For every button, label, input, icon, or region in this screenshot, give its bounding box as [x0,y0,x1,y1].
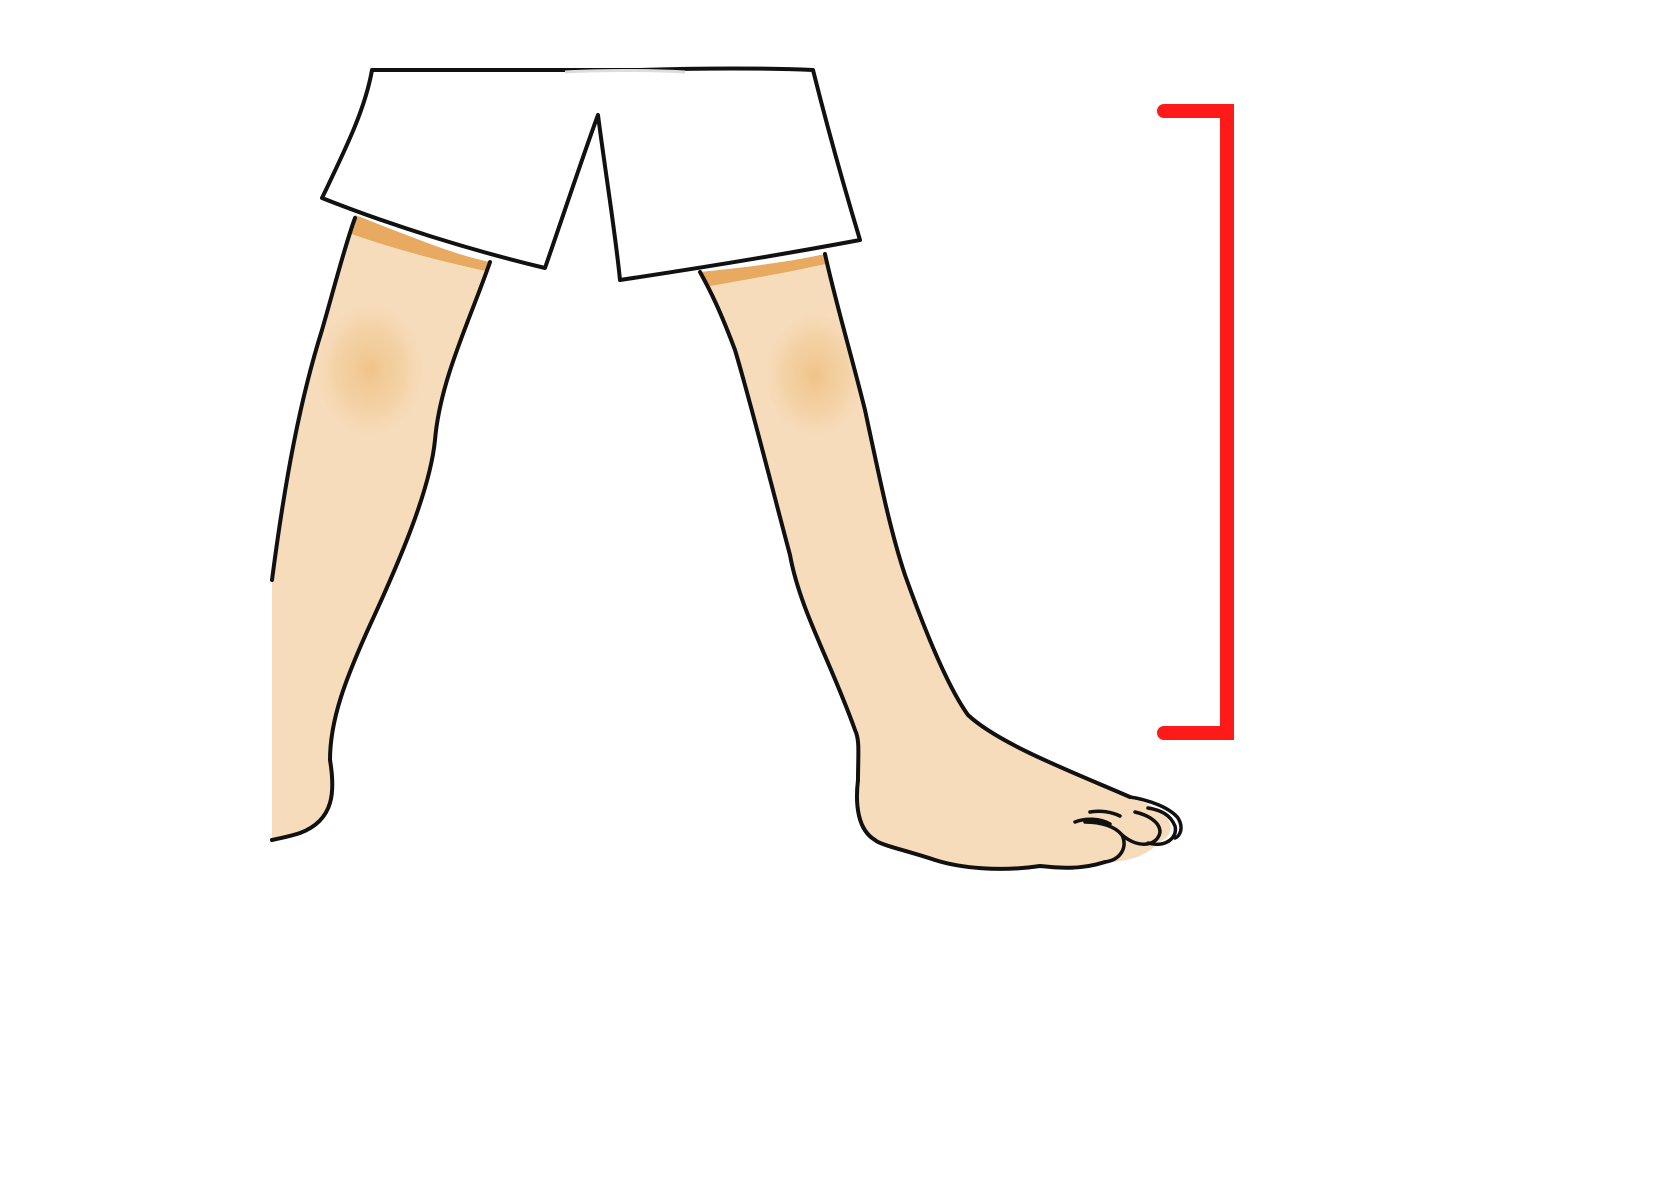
shorts-waist-hint [564,69,686,74]
left-knee-shade [310,295,430,445]
left-cuff-shade [340,215,490,272]
right-leg [698,252,1183,871]
right-foot-toes [1073,795,1183,864]
shorts [320,66,862,282]
measurement-bracket [1157,104,1234,740]
left-leg [270,215,492,842]
right-knee-shade [760,305,870,445]
